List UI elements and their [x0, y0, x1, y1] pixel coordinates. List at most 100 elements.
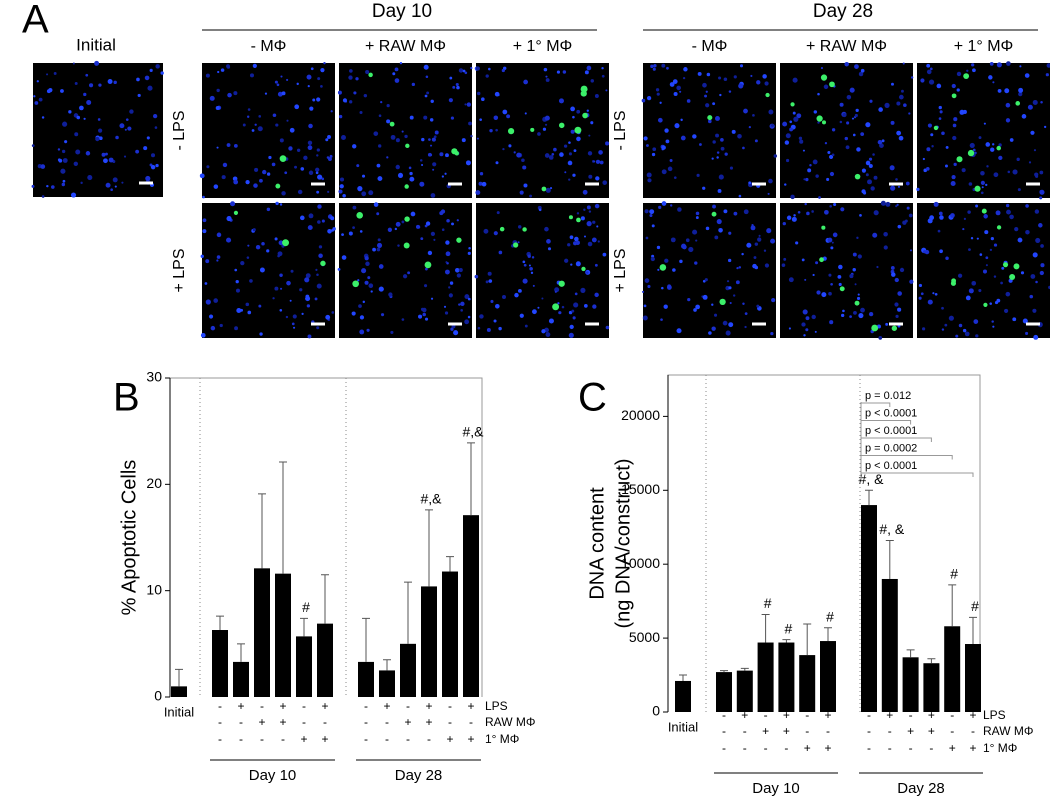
nucleus [216, 259, 219, 262]
nucleus [272, 297, 275, 300]
p-value: p = 0.0002 [865, 442, 917, 454]
nucleus [349, 100, 353, 104]
nucleus [1038, 223, 1043, 228]
nucleus [784, 140, 790, 145]
group-label: Day 10 [752, 780, 800, 797]
nucleus [838, 264, 843, 270]
nucleus [952, 123, 957, 128]
micrograph-bg [643, 63, 776, 198]
nucleus [591, 237, 597, 243]
nucleus [1039, 170, 1044, 175]
nucleus [735, 280, 740, 285]
nucleus [920, 292, 924, 296]
nucleus [899, 267, 905, 273]
nucleus [338, 189, 343, 194]
nucleus [852, 268, 856, 272]
nucleus [108, 157, 114, 163]
nucleus [844, 136, 849, 141]
nucleus [718, 228, 723, 233]
nucleus [325, 314, 331, 320]
apoptotic-cell [558, 280, 565, 287]
nucleus [420, 237, 424, 241]
nucleus [826, 177, 830, 181]
nucleus [723, 209, 728, 214]
condition-sign: - [743, 724, 747, 738]
nucleus [781, 263, 786, 267]
nucleus [456, 85, 460, 90]
nucleus [299, 215, 305, 221]
nucleus [431, 137, 436, 142]
nucleus [119, 123, 125, 129]
nucleus [896, 101, 901, 106]
nucleus [661, 145, 666, 150]
y-tick-label: 10000 [621, 555, 660, 571]
nucleus [742, 302, 745, 305]
nucleus [519, 313, 524, 318]
nucleus [595, 159, 601, 164]
nucleus [895, 314, 899, 318]
condition-sign: - [971, 724, 975, 738]
nucleus [98, 83, 102, 87]
nucleus [725, 330, 731, 336]
nucleus [529, 266, 533, 271]
nucleus [280, 75, 283, 78]
nucleus [868, 157, 873, 161]
nucleus [419, 159, 423, 162]
bar [421, 586, 437, 697]
nucleus [424, 317, 429, 321]
condition-sign: - [909, 708, 913, 722]
nucleus [666, 285, 672, 290]
condition-sign: - [867, 741, 871, 755]
nucleus [926, 63, 931, 68]
nucleus [101, 152, 106, 157]
nucleus [432, 162, 437, 167]
nucleus [488, 279, 493, 283]
nucleus [922, 157, 925, 161]
micrograph-bg [202, 203, 335, 338]
apoptotic-cell [933, 125, 939, 131]
nucleus [537, 132, 541, 136]
nucleus [682, 76, 686, 80]
nucleus [583, 208, 586, 211]
significance-label: #,& [420, 491, 442, 507]
nucleus [367, 276, 371, 280]
nucleus [467, 251, 471, 255]
nucleus [488, 67, 491, 71]
nucleus [554, 290, 557, 293]
micrograph [474, 63, 610, 198]
nucleus [849, 274, 854, 279]
nucleus [464, 319, 470, 325]
nucleus [1006, 61, 1011, 66]
nucleus [592, 220, 596, 224]
nucleus [998, 143, 1002, 147]
significance-label: #, & [859, 471, 885, 487]
nucleus [411, 82, 416, 87]
nucleus [568, 178, 571, 181]
nucleus [818, 196, 821, 199]
error-bar [237, 643, 245, 662]
nucleus [291, 322, 295, 326]
nucleus [854, 283, 857, 286]
nucleus [353, 91, 357, 95]
nucleus [669, 159, 673, 163]
nucleus [785, 158, 790, 163]
nucleus [758, 234, 761, 237]
nucleus [279, 138, 284, 143]
nucleus [373, 131, 379, 136]
nucleus [61, 182, 66, 187]
nucleus [991, 320, 994, 323]
nucleus [226, 237, 232, 243]
nucleus [961, 168, 966, 173]
nucleus [989, 248, 993, 252]
nucleus [289, 127, 295, 133]
group-title: Day 10 [372, 1, 432, 22]
nucleus [247, 108, 251, 111]
nucleus [355, 77, 359, 81]
nucleus [318, 253, 323, 259]
nucleus [756, 80, 761, 85]
apoptotic-cell [974, 185, 981, 192]
nucleus [728, 322, 734, 328]
nucleus [62, 158, 68, 163]
nucleus [329, 154, 333, 158]
nucleus [545, 332, 551, 337]
